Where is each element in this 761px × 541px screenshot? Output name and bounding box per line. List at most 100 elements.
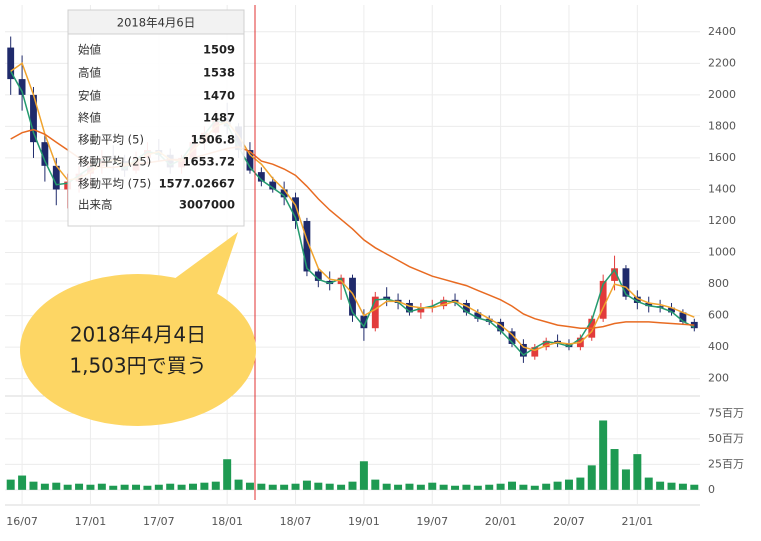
candle-body [463, 302, 470, 313]
volume-bar [86, 484, 95, 490]
candle-body [542, 340, 550, 348]
candle-body [668, 307, 675, 313]
volume-bar [348, 481, 357, 490]
y2-tick-label: 75百万 [708, 406, 744, 419]
tooltip-value: 1487 [203, 111, 235, 125]
volume-bar [223, 459, 232, 490]
tooltip-date: 2018年4月6日 [117, 16, 195, 30]
volume-bar [462, 484, 471, 490]
tooltip-value: 1506.8 [191, 133, 235, 147]
y-tick-label: 2000 [708, 88, 736, 101]
tooltip-value: 1509 [203, 43, 235, 57]
candle-body [18, 79, 26, 95]
tooltip-box [67, 9, 245, 227]
candle-body [303, 220, 311, 272]
candle-body [428, 306, 436, 308]
x-tick-label: 20/07 [553, 515, 585, 528]
x-tick-label: 16/07 [6, 515, 38, 528]
volume-bar [508, 481, 516, 490]
candle-body [360, 315, 368, 329]
candle-body [280, 189, 288, 198]
tooltip-label: 安値 [78, 89, 101, 103]
y2-tick-label: 50百万 [708, 432, 744, 445]
volume-bar [496, 483, 505, 490]
candle-body [52, 165, 60, 190]
volume-bar [530, 485, 539, 490]
tooltip-ma-label: 移動平均 (5) [78, 133, 144, 147]
volume-bar [599, 420, 608, 490]
volume-bar [553, 481, 562, 490]
tooltip-label: 始値 [78, 43, 101, 57]
volume-bar [678, 483, 687, 490]
volume-bar [280, 484, 289, 490]
volume-bar [451, 485, 460, 490]
volume-bar [428, 482, 437, 490]
x-tick-label: 19/07 [416, 515, 448, 528]
candle-body [497, 321, 505, 332]
candle-body [519, 343, 527, 357]
candle-body [633, 296, 641, 303]
candle-body [599, 280, 607, 319]
candle-body [406, 302, 413, 313]
candle-body [485, 318, 493, 322]
candle-body [508, 331, 516, 344]
volume-bar [519, 484, 528, 490]
candle-body [292, 197, 299, 221]
volume-bar [610, 449, 619, 490]
candle-body [417, 307, 425, 313]
volume-bar [473, 485, 482, 490]
volume-bar [52, 482, 61, 490]
bubble-body [20, 274, 256, 426]
volume-bar [40, 483, 49, 490]
y-tick-label: 1000 [708, 246, 736, 259]
candle-body [679, 312, 687, 322]
y-tick-label: 200 [708, 372, 729, 385]
volume-bar [234, 479, 243, 490]
tooltip-value: 3007000 [179, 198, 235, 212]
volume-bar [166, 483, 175, 490]
x-tick-label: 21/01 [621, 515, 653, 528]
x-tick-label: 19/01 [348, 515, 380, 528]
volume-bar [245, 482, 254, 490]
tooltip-volume-label: 出来高 [78, 198, 113, 212]
candle-body [349, 277, 356, 316]
candle-body [531, 347, 539, 357]
volume-bar [200, 482, 209, 490]
x-tick-label: 18/07 [280, 515, 312, 528]
volume-bar [6, 479, 15, 490]
tooltip-header [67, 9, 245, 35]
volume-bar [63, 484, 72, 490]
candle-body [7, 47, 15, 80]
tooltip-value: 1577.02667 [159, 177, 235, 191]
volume-bar [394, 484, 403, 490]
volume-bar [359, 461, 368, 490]
volume-bar [109, 485, 118, 490]
x-tick-label: 17/01 [75, 515, 107, 528]
tooltip-ma-label: 移動平均 (25) [78, 155, 151, 169]
candle-body [645, 302, 653, 307]
volume-bar [75, 483, 84, 490]
volume-bar [120, 484, 129, 490]
tooltip-ma-label: 移動平均 (75) [78, 177, 151, 191]
tooltip-label: 高値 [78, 66, 101, 80]
y-tick-label: 1600 [708, 151, 736, 164]
plot-area: 200 400 600 800 1000 1200 1400 1600 1800 2000 2200… [5, 5, 744, 528]
tooltip: 2018年4月6日 始値 1509 高値 1538 安値 1470 終値 148… [67, 9, 245, 227]
volume-bar [485, 484, 494, 490]
candle-body [246, 150, 254, 171]
x-tick-label: 18/01 [211, 515, 243, 528]
volume-bar [587, 465, 596, 490]
y-tick-label: 800 [708, 277, 729, 290]
volume-bar [667, 482, 676, 490]
volume-bar [644, 477, 653, 490]
volume-bar [633, 454, 642, 490]
volume-bar [542, 483, 551, 490]
tooltip-value: 1653.72 [183, 155, 235, 169]
volume-bar [291, 483, 300, 490]
volume-bar [132, 484, 141, 490]
tooltip-label: 終値 [78, 111, 101, 125]
x-tick-label: 20/01 [485, 515, 517, 528]
volume-bar [656, 481, 665, 490]
